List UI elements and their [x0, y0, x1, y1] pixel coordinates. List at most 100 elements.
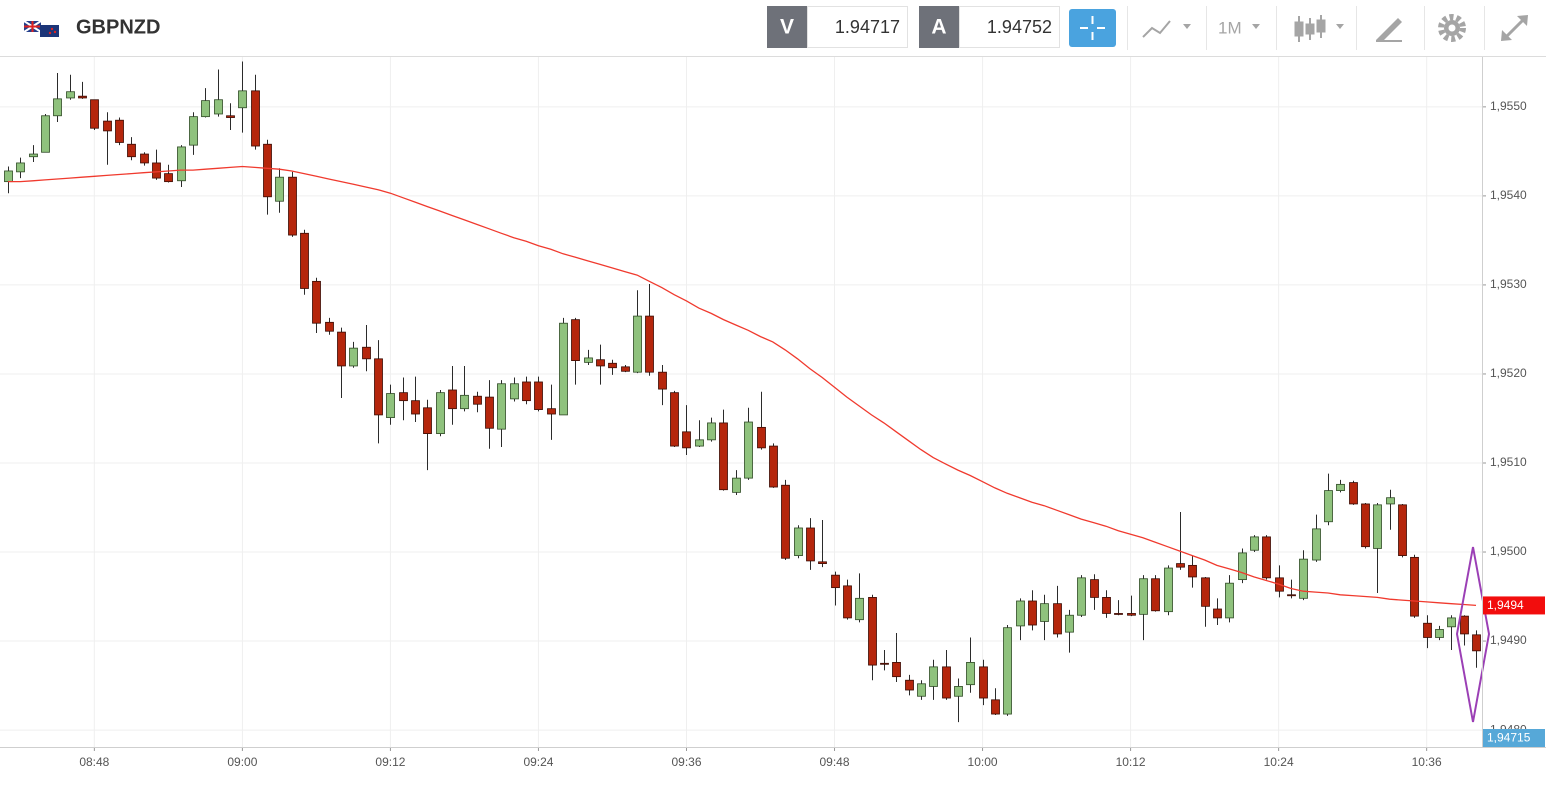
candle-body — [1373, 504, 1382, 549]
candle-body — [1077, 577, 1086, 616]
price-tag-label: 1,9494 — [1487, 598, 1524, 612]
candle-body — [238, 90, 247, 109]
candle-body — [1201, 577, 1210, 607]
candle-body — [892, 662, 901, 678]
candle-body — [4, 170, 13, 183]
x-tick-label: 10:36 — [1412, 755, 1442, 769]
draw-icon[interactable] — [1376, 18, 1402, 42]
candle-body — [1114, 613, 1123, 615]
candle-body — [1040, 603, 1049, 622]
candle-body — [90, 99, 99, 129]
x-tick-label: 10:12 — [1116, 755, 1146, 769]
candle-body — [423, 407, 432, 435]
candle-body — [1299, 558, 1308, 599]
settings-icon[interactable] — [1438, 14, 1466, 42]
candle-body — [719, 422, 728, 491]
candle-body — [534, 381, 543, 410]
candle-body — [510, 383, 519, 400]
candle-body — [386, 393, 395, 418]
candle-body — [966, 662, 975, 686]
candle-body — [1460, 615, 1469, 635]
candle-body — [1213, 608, 1222, 619]
candle-body — [485, 396, 494, 429]
candle-body — [436, 392, 445, 435]
header: GBPNZD V 1.94717 A 1.94752 1M — [0, 6, 1546, 57]
candle-body — [16, 162, 25, 173]
candle-body — [127, 143, 136, 158]
price-tag — [1483, 596, 1545, 615]
x-tick-label: 10:00 — [968, 755, 998, 769]
candle-body — [1065, 614, 1074, 633]
symbol: GBPNZD — [76, 16, 160, 38]
chart-type-icon[interactable] — [1142, 20, 1191, 38]
candle-body — [337, 331, 346, 367]
expand-icon[interactable] — [1501, 15, 1528, 41]
candle-body — [164, 173, 173, 183]
candle-body — [1225, 582, 1234, 619]
candle-body — [757, 426, 766, 449]
timeframe[interactable]: 1M — [1218, 18, 1242, 37]
candle-body — [1349, 482, 1358, 505]
x-tick-label: 09:36 — [671, 755, 701, 769]
candle-body — [325, 321, 334, 332]
x-tick-label: 08:48 — [79, 755, 109, 769]
candle-body — [608, 362, 617, 369]
candle-body — [140, 153, 149, 164]
crosshair-button[interactable] — [1069, 9, 1116, 47]
candle-body — [263, 143, 272, 198]
x-tick-label: 09:24 — [523, 755, 553, 769]
candle-body — [954, 686, 963, 697]
candle-body — [621, 366, 630, 372]
candle-body — [633, 315, 642, 373]
axis-overlay: 1,94801,94901,95001,95101,95201,95301,95… — [0, 57, 1546, 769]
candle-body — [695, 439, 704, 447]
x-tick-label: 09:00 — [227, 755, 257, 769]
candle-body — [1016, 600, 1025, 627]
candle-body — [29, 153, 38, 158]
candle-body — [349, 347, 358, 367]
candle-body — [448, 389, 457, 410]
candle-body — [1423, 622, 1432, 638]
candle-icon[interactable] — [1294, 15, 1344, 42]
candle-body — [1028, 600, 1037, 626]
candle-body — [66, 91, 75, 99]
candle-body — [1472, 634, 1481, 652]
candle-body — [522, 381, 531, 402]
candle-body — [559, 322, 568, 416]
bid-price: 1.94717 — [835, 17, 900, 37]
x-tick-label: 09:12 — [375, 755, 405, 769]
candle-body — [115, 119, 124, 143]
candle-body — [596, 359, 605, 367]
ask-label: A — [931, 16, 946, 39]
ask-button[interactable] — [919, 6, 959, 48]
candle-body — [374, 358, 383, 416]
candle-body — [1262, 536, 1271, 579]
candle-body — [1127, 613, 1136, 616]
candle-body — [312, 280, 321, 324]
bid-label: V — [780, 16, 794, 39]
candle-body — [929, 666, 938, 687]
candle-body — [1003, 627, 1012, 715]
candle-body — [214, 99, 223, 115]
candle-body — [1151, 578, 1160, 612]
candle-body — [1398, 504, 1407, 556]
candle-body — [769, 445, 778, 488]
candle-body — [843, 585, 852, 619]
candle-body — [1164, 567, 1173, 613]
crosshair-icon — [1080, 16, 1105, 40]
bid-button[interactable] — [767, 6, 807, 48]
flag-icon — [23, 20, 59, 37]
price-tag-label: 1,94715 — [1487, 731, 1531, 745]
y-tick-label: 1,9540 — [1490, 188, 1527, 202]
candle-body — [288, 176, 297, 236]
candle-body — [189, 116, 198, 146]
candle-body — [818, 561, 827, 564]
y-tick-label: 1,9500 — [1490, 544, 1527, 558]
candle-body — [744, 421, 753, 479]
price-tag — [1483, 729, 1545, 747]
candle-body — [880, 662, 889, 665]
candle-body — [1238, 552, 1247, 581]
candle-body — [781, 484, 790, 559]
candle-body — [362, 346, 371, 360]
